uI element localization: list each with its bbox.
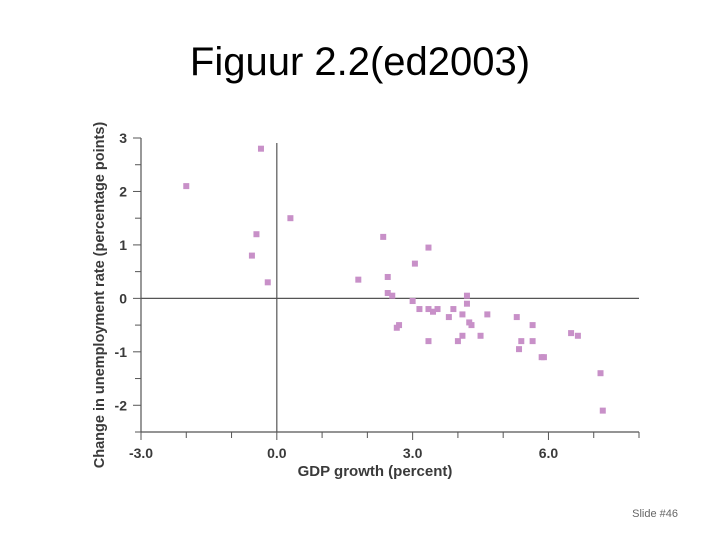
scatter-point bbox=[459, 311, 466, 318]
scatter-point bbox=[248, 252, 255, 259]
scatter-point bbox=[599, 407, 606, 414]
x-tick-label: 6.0 bbox=[539, 445, 559, 461]
scatter-point bbox=[396, 322, 403, 329]
scatter-point bbox=[355, 276, 362, 283]
scatter-point bbox=[257, 145, 264, 152]
scatter-point bbox=[409, 298, 416, 305]
scatter-point bbox=[434, 306, 441, 313]
y-tick-label: 1 bbox=[119, 237, 127, 253]
slide-number: Slide #46 bbox=[632, 508, 678, 520]
slide-title: Figuur 2.2(ed2003) bbox=[189, 40, 531, 84]
ticks-layer: 3 2 1 0 -1 -2 -3.0 0.0 3.0 6.0 bbox=[115, 130, 640, 461]
scatter-point bbox=[430, 308, 437, 315]
scatter-point bbox=[484, 311, 491, 318]
x-tick-label: -3.0 bbox=[129, 445, 153, 461]
y-axis-label: Change in unemployment rate (percentage … bbox=[92, 122, 108, 469]
scatter-point bbox=[264, 279, 271, 286]
scatter-point bbox=[445, 314, 452, 321]
y-tick-label: -1 bbox=[115, 344, 128, 360]
scatter-point bbox=[574, 332, 581, 339]
scatter-point bbox=[540, 354, 547, 361]
scatter-point bbox=[529, 338, 536, 345]
scatter-point bbox=[450, 306, 457, 313]
x-tick-label: 3.0 bbox=[403, 445, 423, 461]
scatter-point bbox=[384, 290, 391, 297]
scatter-point bbox=[183, 183, 190, 190]
y-tick-label: -2 bbox=[115, 397, 128, 413]
scatter-point bbox=[416, 306, 423, 313]
scatter-point bbox=[287, 215, 294, 222]
axes-layer bbox=[140, 138, 639, 433]
scatter-point bbox=[463, 292, 470, 299]
scatter-point bbox=[518, 338, 525, 345]
scatter-point bbox=[468, 322, 475, 329]
scatter-point bbox=[380, 233, 387, 240]
scatter-point bbox=[477, 332, 484, 339]
scatter-point bbox=[459, 332, 466, 339]
scatter-point bbox=[454, 338, 461, 345]
scatter-point bbox=[411, 260, 418, 267]
scatter-point bbox=[513, 314, 520, 321]
scatter-point bbox=[425, 306, 432, 313]
y-tick-label: 0 bbox=[119, 290, 127, 306]
scatter-point bbox=[384, 273, 391, 280]
scatter-point bbox=[597, 370, 604, 377]
scatter-point bbox=[529, 322, 536, 329]
points-layer bbox=[183, 145, 606, 414]
scatter-point bbox=[463, 300, 470, 307]
scatter-point bbox=[389, 292, 396, 299]
x-axis-label: GDP growth (percent) bbox=[298, 463, 453, 480]
scatter-point bbox=[568, 330, 575, 337]
y-tick-label: 3 bbox=[119, 130, 127, 146]
y-tick-label: 2 bbox=[119, 183, 127, 199]
scatter-point bbox=[253, 231, 260, 238]
scatter-point bbox=[425, 244, 432, 251]
scatter-point bbox=[425, 338, 432, 345]
x-tick-label: 0.0 bbox=[267, 445, 287, 461]
scatter-point bbox=[516, 346, 523, 353]
